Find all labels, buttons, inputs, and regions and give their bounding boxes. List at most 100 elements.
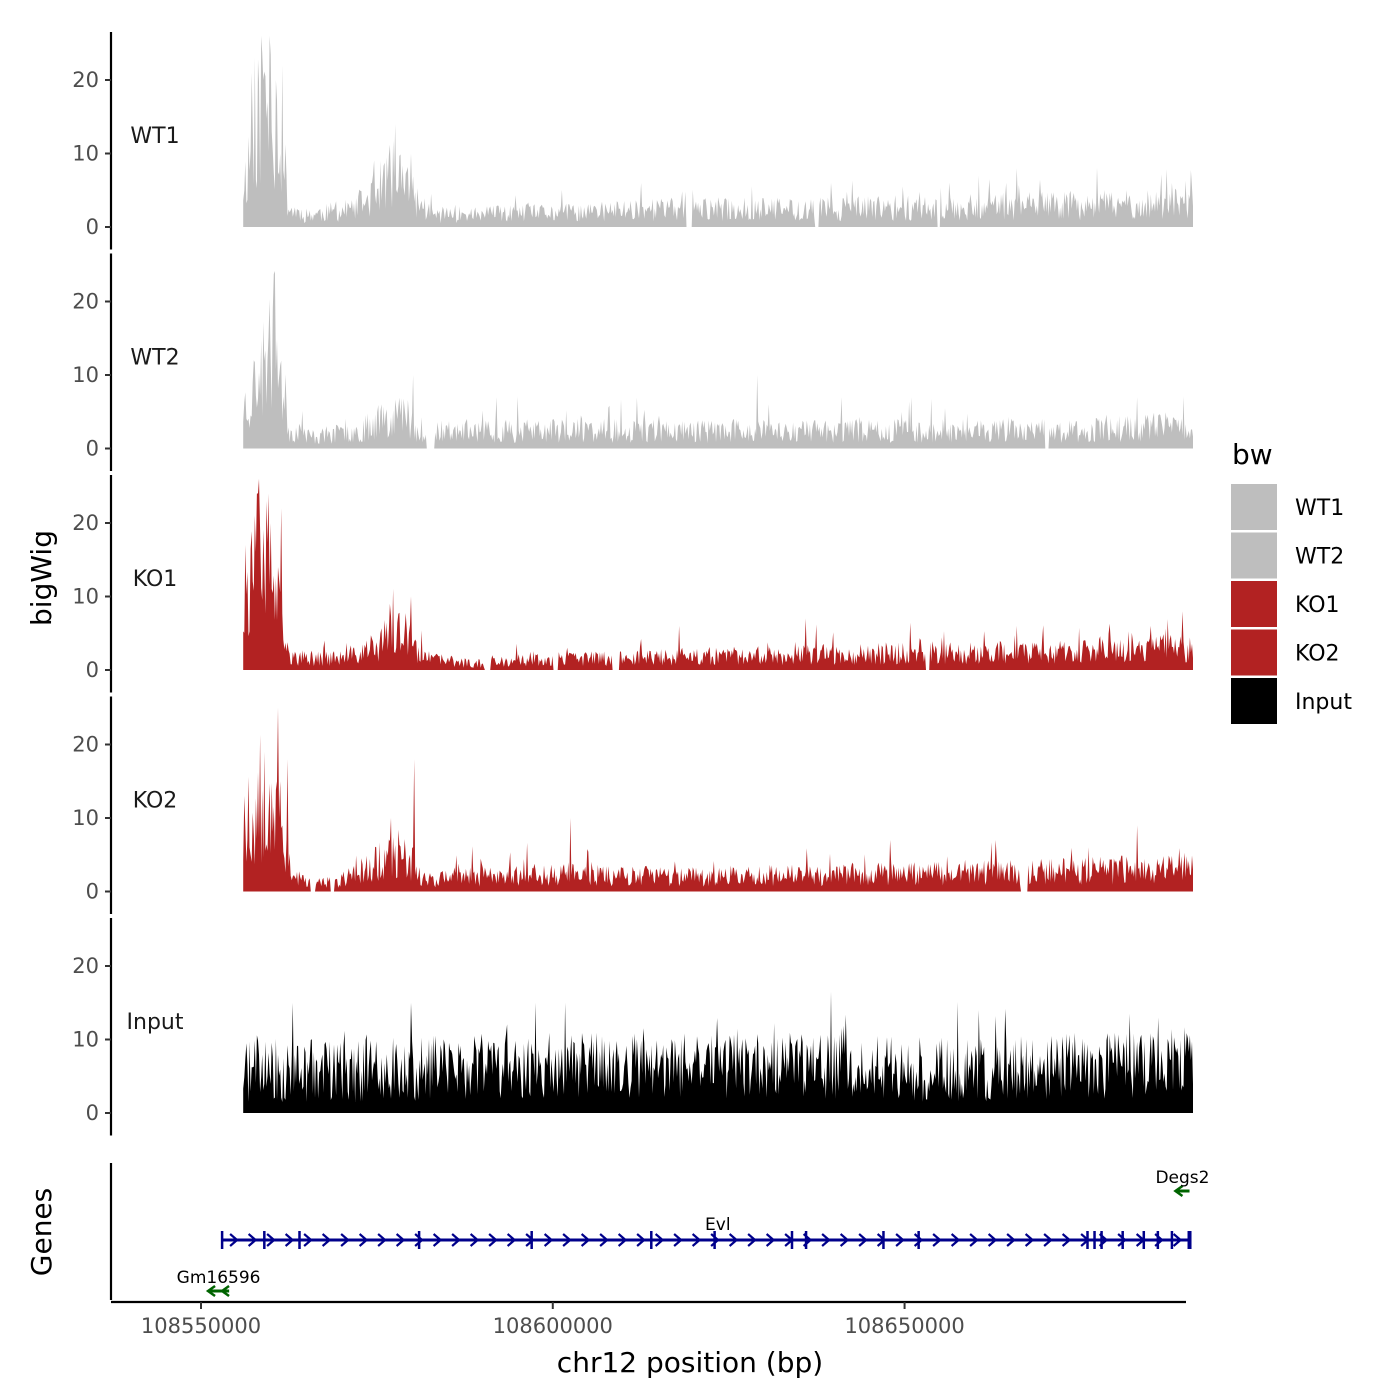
- strand-arrow: [543, 1233, 554, 1247]
- strand-arrow: [895, 1233, 905, 1247]
- strand-arrow: [617, 1233, 628, 1247]
- y-tick-label: 0: [86, 1101, 99, 1125]
- x-tick-label: 108650000: [844, 1314, 964, 1338]
- genes-axis-title: Genes: [25, 1188, 58, 1276]
- strand-arrow: [913, 1233, 924, 1247]
- x-tick-label: 108600000: [493, 1314, 613, 1338]
- strand-arrow: [525, 1233, 535, 1247]
- y-tick-label: 20: [72, 954, 99, 978]
- y-tick-label: 0: [86, 880, 99, 904]
- track-ko2: 0 10 20 KO2: [72, 696, 1193, 914]
- strand-arrow: [1024, 1233, 1035, 1247]
- genes-panel: Evl Degs2 Gm16596: [109, 1163, 1209, 1300]
- strand-arrow: [1117, 1233, 1127, 1247]
- strand-arrow: [636, 1233, 646, 1247]
- strand-arrow: [562, 1233, 572, 1247]
- x-axis: 108550000 108600000 108650000: [111, 1300, 1186, 1338]
- y-tick-label: 10: [72, 1028, 99, 1052]
- strand-arrow: [1172, 1233, 1183, 1247]
- strand-arrow: [284, 1233, 295, 1247]
- strand-arrow: [599, 1233, 609, 1247]
- strand-arrow: [839, 1233, 850, 1247]
- gene-degs2: Degs2: [1155, 1168, 1209, 1198]
- legend-title: bw: [1232, 438, 1273, 471]
- legend-swatch-ko2: [1231, 629, 1277, 676]
- gene-label: Evl: [705, 1215, 731, 1235]
- legend-label: WT2: [1295, 545, 1344, 570]
- track-input: 0 10 20 Input: [72, 918, 1193, 1136]
- strand-arrow: [205, 1284, 216, 1298]
- strand-arrow: [219, 1284, 230, 1298]
- strand-arrow: [969, 1233, 979, 1247]
- strand-arrow: [747, 1233, 757, 1247]
- legend-swatch-ko1: [1231, 581, 1277, 627]
- strand-arrow: [1006, 1233, 1016, 1247]
- strand-arrow: [765, 1233, 776, 1247]
- gene-evl: Evl: [220, 1215, 1192, 1249]
- strand-arrow: [247, 1233, 258, 1247]
- y-tick-label: 10: [72, 585, 99, 609]
- x-tick-label: 108550000: [141, 1314, 261, 1338]
- y-tick-label: 20: [72, 68, 99, 92]
- track-wt2: 0 10 20 WT2: [72, 253, 1193, 471]
- y-tick-label: 10: [72, 363, 99, 387]
- gene-gm16596: Gm16596: [177, 1268, 261, 1298]
- legend-swatch-wt1: [1231, 484, 1277, 530]
- legend-label: WT1: [1295, 496, 1344, 521]
- legend: bw WT1 WT2 KO1 KO2 Input: [1231, 438, 1352, 724]
- signal-tracks: 0 10 20 WT1 0 10 20 WT2 0 10 20 KO1 0 10 20 KO2 0 10 20 Inp…: [72, 32, 1193, 1136]
- strand-arrow: [950, 1233, 961, 1247]
- legend-label: KO2: [1295, 642, 1340, 667]
- strand-arrow: [358, 1233, 369, 1247]
- strand-arrow: [673, 1233, 683, 1247]
- strand-arrow: [377, 1233, 387, 1247]
- strand-arrow: [229, 1233, 239, 1247]
- strand-arrow: [432, 1233, 443, 1247]
- legend-swatch-input: [1231, 678, 1277, 724]
- strand-arrow: [395, 1233, 406, 1247]
- strand-arrow: [451, 1233, 461, 1247]
- strand-arrow: [1061, 1233, 1072, 1247]
- y-tick-label: 20: [72, 290, 99, 314]
- y-tick-label: 10: [72, 806, 99, 830]
- x-axis-title: chr12 position (bp): [557, 1346, 823, 1379]
- strand-arrow: [414, 1233, 424, 1247]
- y-tick-label: 0: [86, 215, 99, 239]
- strand-arrow: [321, 1233, 332, 1247]
- track-label: KO1: [133, 567, 178, 592]
- signal-area-wt1: [243, 35, 1193, 228]
- y-tick-label: 20: [72, 733, 99, 757]
- signal-area-wt2: [243, 271, 1193, 449]
- track-label: WT2: [130, 346, 179, 371]
- strand-arrow: [340, 1233, 350, 1247]
- strand-arrow: [580, 1233, 591, 1247]
- strand-arrow: [728, 1233, 739, 1247]
- strand-arrow: [266, 1233, 276, 1247]
- strand-arrow: [932, 1233, 942, 1247]
- gene-label: Degs2: [1155, 1168, 1209, 1188]
- strand-arrow: [469, 1233, 480, 1247]
- track-ko1: 0 10 20 KO1: [72, 475, 1193, 693]
- strand-arrow: [821, 1233, 831, 1247]
- strand-arrow: [987, 1233, 998, 1247]
- track-label: KO2: [133, 789, 178, 814]
- signal-area-ko1: [243, 478, 1193, 670]
- signal-area-input: [243, 991, 1193, 1113]
- y-tick-label: 10: [72, 142, 99, 166]
- signal-area-ko2: [243, 707, 1193, 892]
- strand-arrow: [488, 1233, 498, 1247]
- legend-label: KO1: [1295, 593, 1340, 618]
- legend-label: Input: [1295, 690, 1352, 715]
- legend-swatch-wt2: [1231, 532, 1277, 579]
- strand-arrow: [691, 1233, 702, 1247]
- y-axis-title: bigWig: [25, 530, 58, 626]
- track-label: Input: [127, 1010, 184, 1035]
- strand-arrow: [654, 1233, 665, 1247]
- y-tick-label: 0: [86, 658, 99, 682]
- gene-label: Gm16596: [177, 1268, 261, 1288]
- strand-arrow: [506, 1233, 517, 1247]
- track-wt1: 0 10 20 WT1: [72, 32, 1193, 250]
- strand-arrow: [1043, 1233, 1053, 1247]
- strand-arrow: [303, 1233, 313, 1247]
